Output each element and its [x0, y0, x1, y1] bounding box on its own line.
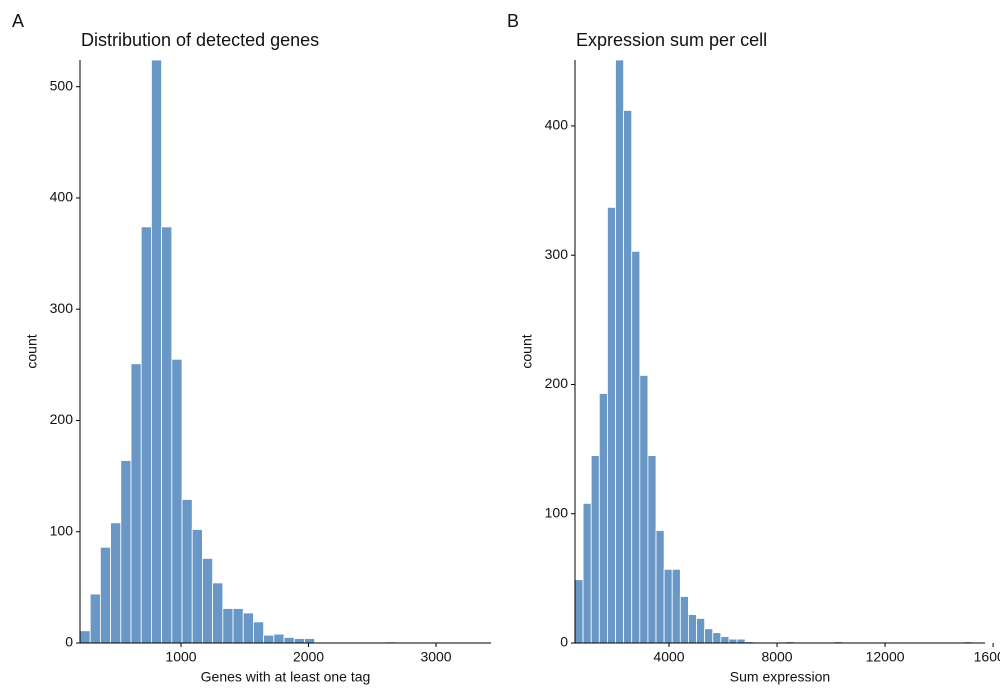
bar [120, 460, 132, 644]
x-tick-label: 2000 [293, 649, 324, 665]
y-axis-label: count [519, 334, 535, 368]
y-tick-label: 500 [50, 77, 74, 93]
bar [615, 59, 625, 644]
bar [79, 630, 91, 644]
x-tick-label: 3000 [420, 649, 451, 665]
bar [704, 628, 714, 644]
y-tick-label: 400 [545, 117, 569, 133]
bar [242, 612, 254, 644]
x-tick-label: 8000 [761, 649, 792, 665]
y-tick-label: 0 [65, 634, 73, 650]
bar [130, 363, 142, 644]
bar [696, 618, 706, 644]
bar [283, 637, 295, 644]
panel-tag: A [12, 11, 24, 31]
bar [663, 568, 673, 644]
bar [720, 636, 730, 644]
chart-title: Distribution of detected genes [81, 30, 319, 50]
bar [212, 582, 224, 644]
bar [590, 455, 600, 644]
bar [623, 110, 633, 644]
bar [639, 375, 649, 644]
bar [171, 358, 183, 644]
x-axis-label: Genes with at least one tag [201, 669, 371, 685]
bar [293, 638, 305, 644]
bar [161, 226, 173, 644]
x-tick-label: 1000 [165, 649, 196, 665]
bar [140, 226, 152, 644]
bar [688, 614, 697, 644]
bar [631, 250, 641, 644]
bar [582, 502, 592, 644]
bar [574, 579, 584, 644]
bar [263, 634, 275, 644]
bar [181, 499, 193, 644]
bar [151, 59, 163, 644]
y-tick-label: 0 [560, 634, 568, 650]
bar [253, 621, 265, 644]
x-tick-label: 16000 [974, 649, 1000, 665]
y-tick-label: 300 [545, 246, 569, 262]
bar [273, 633, 285, 644]
x-tick-label: 4000 [653, 649, 684, 665]
y-axis-label: count [24, 334, 40, 368]
bar [728, 638, 738, 644]
bar [598, 393, 608, 644]
bar [222, 608, 234, 644]
panel-tag: B [507, 11, 519, 31]
y-tick-label: 200 [50, 411, 74, 427]
y-tick-label: 100 [545, 504, 569, 520]
bar [712, 632, 722, 644]
bar [679, 596, 689, 644]
bar [89, 593, 101, 644]
bar [655, 530, 665, 644]
y-tick-label: 400 [50, 189, 74, 205]
x-axis-label: Sum expression [730, 669, 830, 685]
bar [191, 529, 203, 644]
bar [232, 608, 244, 644]
bar [647, 455, 657, 644]
bar [736, 638, 746, 644]
bar [110, 522, 122, 644]
chart-title: Expression sum per cell [576, 30, 767, 50]
y-tick-label: 300 [50, 300, 74, 316]
bar [304, 638, 316, 644]
y-tick-label: 100 [50, 522, 74, 538]
x-tick-label: 12000 [866, 649, 905, 665]
y-tick-label: 200 [545, 375, 569, 391]
bar [100, 546, 112, 644]
bar [202, 558, 214, 644]
bar [671, 568, 681, 644]
bar [607, 206, 616, 644]
